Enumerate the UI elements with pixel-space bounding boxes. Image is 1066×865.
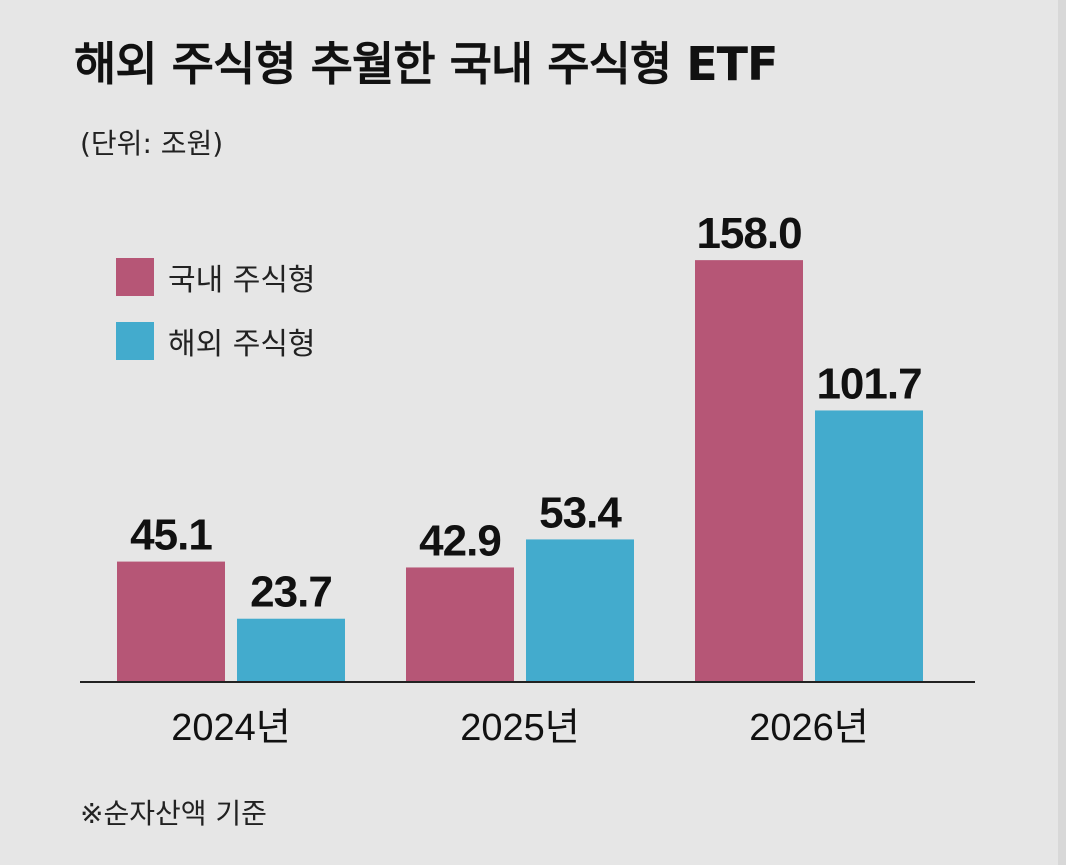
x-tick-label-2: 2026년	[749, 707, 869, 749]
value-label-overseas-2: 101.7	[816, 359, 921, 408]
bar-overseas-1	[526, 539, 634, 682]
bar-domestic-1	[406, 567, 514, 682]
legend-swatch-overseas	[116, 322, 154, 360]
footnote: ※순자산액 기준	[80, 797, 267, 830]
x-tick-label-0: 2024년	[171, 707, 291, 749]
chart-title: 해외 주식형 추월한 국내 주식형 ETF	[74, 37, 778, 91]
legend-swatch-domestic	[116, 258, 154, 296]
bar-domestic-0	[117, 561, 225, 682]
bar-domestic-2	[695, 260, 803, 682]
value-label-overseas-0: 23.7	[250, 568, 332, 617]
x-tick-label-1: 2025년	[460, 707, 580, 749]
bar-overseas-2	[815, 410, 923, 682]
legend: 국내 주식형 해외 주식형	[116, 258, 316, 362]
value-label-domestic-2: 158.0	[696, 209, 801, 258]
value-labels-group: 45.1 23.7 42.9 53.4 158.0 101.7	[130, 209, 922, 617]
value-label-overseas-1: 53.4	[539, 488, 622, 537]
x-tick-labels: 2024년 2025년 2026년	[171, 707, 869, 749]
bars-group	[117, 260, 923, 682]
page-edge	[1058, 0, 1066, 865]
unit-label: (단위: 조원)	[80, 127, 224, 160]
legend-label-overseas: 해외 주식형	[168, 327, 316, 362]
bar-overseas-0	[237, 618, 345, 682]
value-label-domestic-1: 42.9	[419, 516, 501, 565]
legend-label-domestic: 국내 주식형	[168, 263, 316, 298]
value-label-domestic-0: 45.1	[130, 511, 212, 560]
